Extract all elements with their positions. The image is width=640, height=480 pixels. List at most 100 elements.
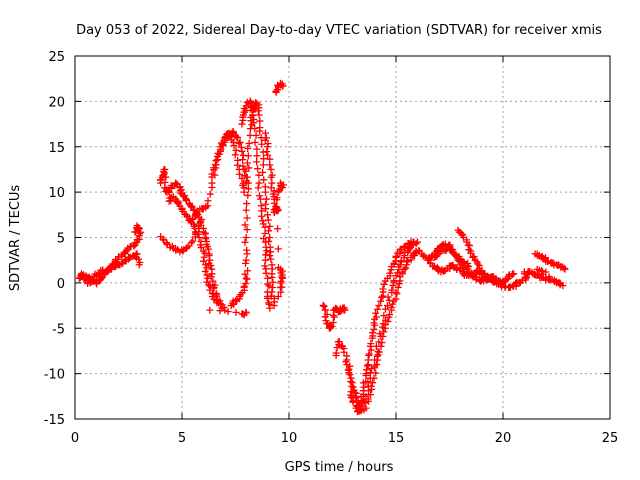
data-point <box>232 297 239 305</box>
data-point <box>404 257 412 265</box>
data-point <box>386 269 394 277</box>
data-point <box>380 280 388 288</box>
data-point <box>235 140 243 148</box>
data-point <box>177 186 185 194</box>
data-point <box>277 279 285 287</box>
data-point <box>255 192 263 200</box>
series-arc-r <box>360 246 424 414</box>
data-point <box>370 374 378 382</box>
y-tick-label: 5 <box>57 232 65 247</box>
data-point <box>378 293 386 301</box>
data-point <box>367 346 375 354</box>
data-point <box>392 295 400 303</box>
series-arc-w <box>520 265 567 290</box>
data-point <box>378 339 386 347</box>
data-point <box>216 307 224 315</box>
data-point <box>241 238 249 246</box>
data-point <box>206 256 214 264</box>
data-point <box>260 155 268 163</box>
series-arc-j <box>238 97 274 312</box>
data-point <box>241 259 249 267</box>
chart-title: Day 053 of 2022, Sidereal Day-to-day VTE… <box>76 23 602 38</box>
series-arc-s <box>424 240 531 291</box>
data-point <box>268 273 276 281</box>
data-point <box>135 261 143 269</box>
data-point <box>244 191 252 199</box>
data-point <box>240 188 248 196</box>
data-point <box>340 348 348 356</box>
data-point <box>122 247 130 255</box>
y-tick-label: -5 <box>52 322 65 337</box>
series-arc-x <box>531 250 569 273</box>
data-point <box>368 329 376 337</box>
data-point <box>394 283 402 291</box>
data-point <box>238 120 246 128</box>
data-point <box>264 143 272 151</box>
data-point <box>277 288 285 296</box>
data-point <box>208 179 216 187</box>
data-point <box>256 117 264 125</box>
data-point <box>393 290 401 298</box>
data-point <box>343 361 351 369</box>
data-point <box>260 176 268 184</box>
data-point <box>261 256 269 264</box>
data-point <box>250 119 258 127</box>
data-point <box>245 139 253 147</box>
data-point <box>161 165 169 173</box>
data-point <box>209 277 217 285</box>
x-axis-title: GPS time / hours <box>285 460 394 475</box>
series-arc-i <box>227 99 278 310</box>
data-point <box>392 288 400 296</box>
data-point <box>384 317 392 325</box>
data-point <box>368 379 376 387</box>
data-point <box>264 211 272 219</box>
data-point <box>251 138 259 146</box>
series-arc-n <box>206 306 250 319</box>
data-point <box>327 324 335 332</box>
data-point <box>478 270 486 278</box>
x-tick-label: 25 <box>602 431 619 446</box>
data-point <box>262 205 270 213</box>
data-point <box>346 371 354 379</box>
series-arc-f <box>165 193 222 307</box>
data-point <box>387 304 395 312</box>
data-point <box>263 195 271 203</box>
data-point <box>243 159 251 167</box>
x-axis-ticks: 0 5 10 15 20 25 <box>71 56 618 446</box>
data-point <box>252 131 260 139</box>
data-point <box>207 262 215 270</box>
data-point <box>319 301 327 309</box>
data-point <box>231 151 239 159</box>
data-point <box>453 265 461 273</box>
series-arc-h <box>208 129 248 196</box>
data-point <box>255 104 263 112</box>
data-point <box>242 309 250 317</box>
x-tick-label: 5 <box>178 431 186 446</box>
data-point <box>560 264 568 272</box>
data-point <box>348 382 356 390</box>
data-point <box>371 309 379 317</box>
y-tick-label: -10 <box>44 368 65 383</box>
data-point <box>413 238 421 246</box>
data-point <box>264 216 272 224</box>
data-point <box>389 281 397 289</box>
y-tick-label: 0 <box>57 277 65 292</box>
data-point <box>206 190 214 198</box>
data-point <box>266 222 274 230</box>
data-point <box>403 258 411 266</box>
data-point <box>253 152 261 160</box>
data-point <box>375 302 383 310</box>
data-point <box>189 237 197 245</box>
data-point <box>525 269 533 277</box>
data-point <box>384 293 392 301</box>
y-tick-label: 20 <box>48 95 65 110</box>
data-point <box>364 395 372 403</box>
data-point <box>256 195 264 203</box>
data-point <box>207 273 215 281</box>
data-point <box>215 150 223 158</box>
data-point <box>561 265 569 273</box>
data-point <box>380 328 388 336</box>
data-point <box>243 98 251 106</box>
data-point <box>262 269 270 277</box>
